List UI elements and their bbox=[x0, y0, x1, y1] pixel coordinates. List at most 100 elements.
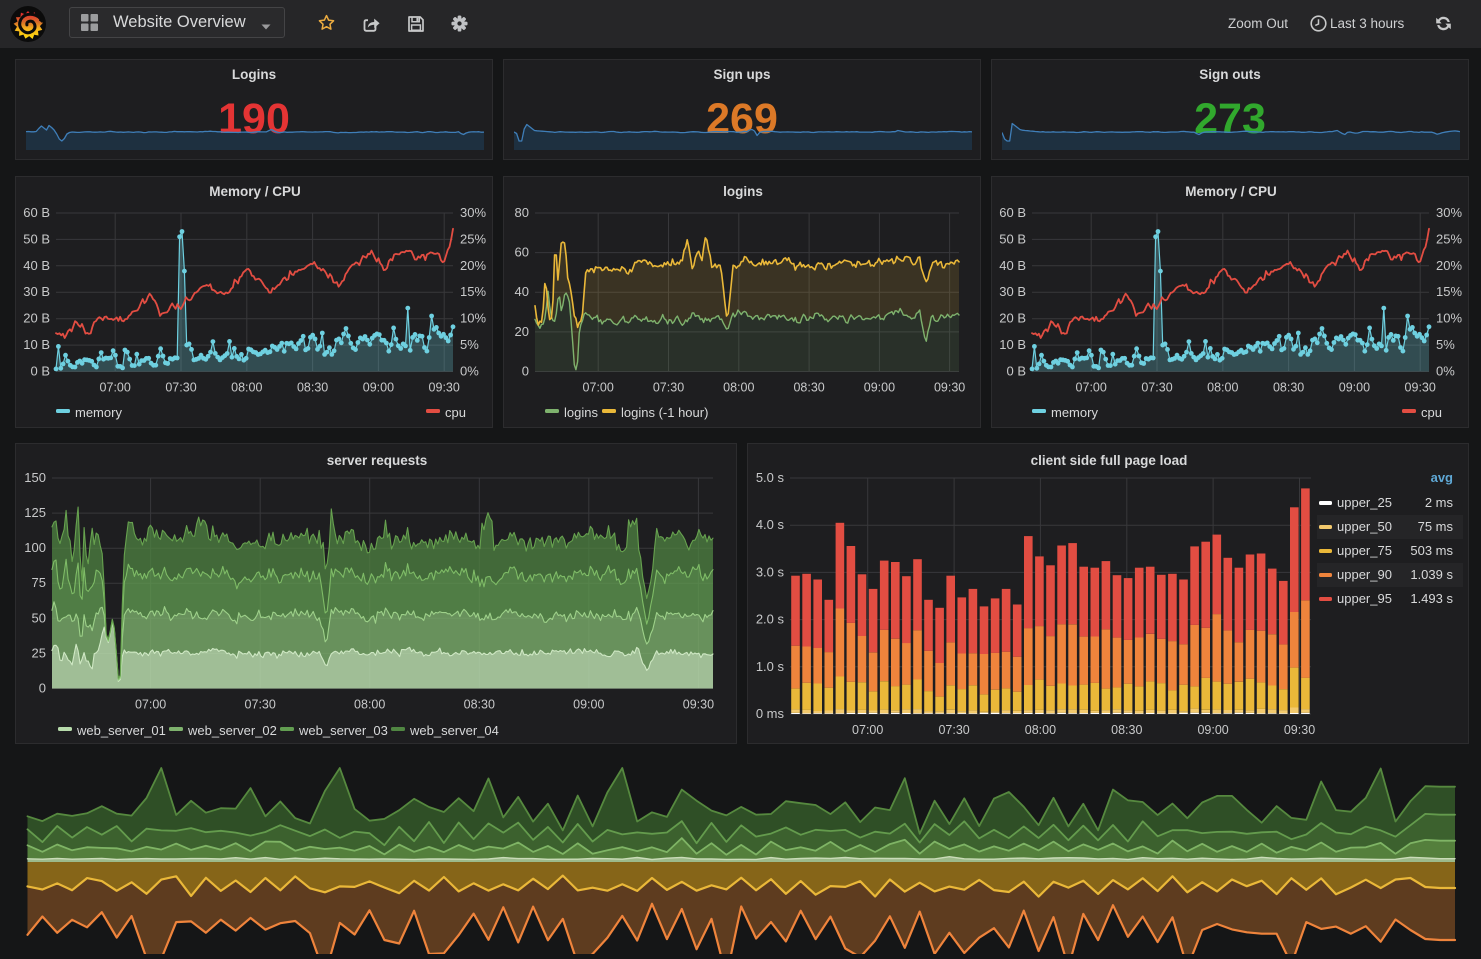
svg-text:avg: avg bbox=[1431, 470, 1453, 485]
svg-text:75: 75 bbox=[32, 575, 46, 590]
svg-text:09:00: 09:00 bbox=[1197, 723, 1228, 737]
svg-text:50: 50 bbox=[32, 610, 46, 625]
svg-text:3.0 s: 3.0 s bbox=[756, 564, 785, 579]
svg-text:client side full page load: client side full page load bbox=[1031, 453, 1188, 468]
svg-text:15%: 15% bbox=[460, 284, 486, 299]
svg-text:upper_50: upper_50 bbox=[1337, 519, 1392, 534]
svg-text:125: 125 bbox=[24, 505, 46, 520]
svg-text:5.0 s: 5.0 s bbox=[756, 470, 785, 485]
svg-text:09:30: 09:30 bbox=[1405, 381, 1436, 395]
svg-text:08:30: 08:30 bbox=[297, 381, 328, 395]
svg-text:08:30: 08:30 bbox=[1111, 723, 1142, 737]
svg-text:25: 25 bbox=[32, 645, 46, 660]
svg-text:10 B: 10 B bbox=[999, 337, 1026, 352]
svg-text:2 ms: 2 ms bbox=[1425, 495, 1454, 510]
svg-text:100: 100 bbox=[24, 540, 46, 555]
svg-text:40: 40 bbox=[515, 284, 529, 299]
svg-text:server requests: server requests bbox=[327, 453, 428, 468]
svg-text:cpu: cpu bbox=[1421, 405, 1442, 420]
svg-text:5%: 5% bbox=[460, 337, 479, 352]
svg-text:upper_25: upper_25 bbox=[1337, 495, 1392, 510]
svg-text:07:30: 07:30 bbox=[165, 381, 196, 395]
svg-text:Memory / CPU: Memory / CPU bbox=[209, 184, 301, 199]
svg-text:0 B: 0 B bbox=[30, 364, 50, 379]
svg-text:0%: 0% bbox=[460, 364, 479, 379]
svg-text:logins: logins bbox=[723, 184, 763, 199]
svg-text:20%: 20% bbox=[1436, 258, 1462, 273]
svg-text:09:00: 09:00 bbox=[864, 381, 895, 395]
svg-text:09:00: 09:00 bbox=[573, 698, 604, 712]
svg-text:07:30: 07:30 bbox=[245, 698, 276, 712]
svg-text:09:30: 09:30 bbox=[1284, 723, 1315, 737]
svg-text:1.0 s: 1.0 s bbox=[756, 659, 785, 674]
svg-text:1.493 s: 1.493 s bbox=[1410, 591, 1453, 606]
svg-text:2.0 s: 2.0 s bbox=[756, 612, 785, 627]
svg-text:09:30: 09:30 bbox=[934, 381, 965, 395]
svg-text:cpu: cpu bbox=[445, 405, 466, 420]
svg-text:07:00: 07:00 bbox=[100, 381, 131, 395]
svg-text:08:00: 08:00 bbox=[1025, 723, 1056, 737]
svg-text:30%: 30% bbox=[1436, 205, 1462, 220]
svg-text:07:00: 07:00 bbox=[583, 381, 614, 395]
svg-text:09:00: 09:00 bbox=[1339, 381, 1370, 395]
svg-text:40 B: 40 B bbox=[999, 258, 1026, 273]
svg-text:07:30: 07:30 bbox=[653, 381, 684, 395]
svg-text:09:30: 09:30 bbox=[683, 698, 714, 712]
svg-text:25%: 25% bbox=[1436, 231, 1462, 246]
svg-text:25%: 25% bbox=[460, 231, 486, 246]
svg-text:20: 20 bbox=[515, 324, 529, 339]
svg-text:20 B: 20 B bbox=[999, 311, 1026, 326]
svg-text:upper_90: upper_90 bbox=[1337, 567, 1392, 582]
svg-text:07:00: 07:00 bbox=[852, 723, 883, 737]
svg-text:80: 80 bbox=[515, 205, 529, 220]
svg-text:60 B: 60 B bbox=[999, 205, 1026, 220]
svg-text:07:30: 07:30 bbox=[1141, 381, 1172, 395]
svg-text:30%: 30% bbox=[460, 205, 486, 220]
svg-text:web_server_01: web_server_01 bbox=[76, 723, 166, 738]
svg-text:09:00: 09:00 bbox=[363, 381, 394, 395]
svg-text:logins (-1 hour): logins (-1 hour) bbox=[621, 405, 708, 420]
svg-text:web_server_02: web_server_02 bbox=[187, 723, 277, 738]
svg-text:07:00: 07:00 bbox=[1076, 381, 1107, 395]
svg-text:08:00: 08:00 bbox=[231, 381, 262, 395]
svg-text:150: 150 bbox=[24, 470, 46, 485]
svg-text:08:00: 08:00 bbox=[723, 381, 754, 395]
svg-text:0 ms: 0 ms bbox=[756, 706, 785, 721]
svg-text:web_server_03: web_server_03 bbox=[298, 723, 388, 738]
svg-text:1.039 s: 1.039 s bbox=[1410, 567, 1453, 582]
svg-text:0: 0 bbox=[39, 681, 46, 696]
svg-text:upper_75: upper_75 bbox=[1337, 543, 1392, 558]
svg-text:10%: 10% bbox=[460, 311, 486, 326]
svg-text:logins: logins bbox=[564, 405, 598, 420]
svg-text:0 B: 0 B bbox=[1006, 364, 1026, 379]
svg-text:0: 0 bbox=[522, 364, 529, 379]
svg-text:40 B: 40 B bbox=[23, 258, 50, 273]
svg-text:upper_95: upper_95 bbox=[1337, 591, 1392, 606]
svg-text:07:00: 07:00 bbox=[135, 698, 166, 712]
svg-text:30 B: 30 B bbox=[999, 284, 1026, 299]
svg-text:15%: 15% bbox=[1436, 284, 1462, 299]
svg-text:08:00: 08:00 bbox=[1207, 381, 1238, 395]
svg-text:08:30: 08:30 bbox=[793, 381, 824, 395]
svg-text:08:30: 08:30 bbox=[1273, 381, 1304, 395]
svg-text:50 B: 50 B bbox=[999, 231, 1026, 246]
svg-text:503 ms: 503 ms bbox=[1410, 543, 1453, 558]
svg-text:08:00: 08:00 bbox=[354, 698, 385, 712]
svg-text:30 B: 30 B bbox=[23, 284, 50, 299]
svg-text:0%: 0% bbox=[1436, 364, 1455, 379]
svg-text:09:30: 09:30 bbox=[429, 381, 460, 395]
svg-text:4.0 s: 4.0 s bbox=[756, 517, 785, 532]
svg-text:10 B: 10 B bbox=[23, 337, 50, 352]
svg-text:memory: memory bbox=[1051, 405, 1098, 420]
svg-text:50 B: 50 B bbox=[23, 231, 50, 246]
svg-text:Memory / CPU: Memory / CPU bbox=[1185, 184, 1277, 199]
svg-text:20%: 20% bbox=[460, 258, 486, 273]
svg-text:memory: memory bbox=[75, 405, 122, 420]
svg-text:20 B: 20 B bbox=[23, 311, 50, 326]
svg-text:10%: 10% bbox=[1436, 311, 1462, 326]
svg-text:60 B: 60 B bbox=[23, 205, 50, 220]
svg-text:07:30: 07:30 bbox=[938, 723, 969, 737]
svg-text:08:30: 08:30 bbox=[464, 698, 495, 712]
svg-text:5%: 5% bbox=[1436, 337, 1455, 352]
svg-text:60: 60 bbox=[515, 245, 529, 260]
